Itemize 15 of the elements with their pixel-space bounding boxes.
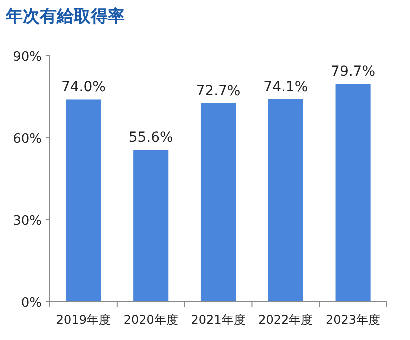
- y-tick-label: 30%: [13, 214, 42, 229]
- x-tick-label: 2019年度: [56, 313, 111, 327]
- data-label: 74.1%: [264, 79, 308, 96]
- title: 年次有給取得率: [6, 7, 125, 27]
- data-label: 79.7%: [331, 64, 376, 80]
- y-tick-label: 90%: [13, 50, 42, 65]
- x-tick-label: 2021年度: [191, 313, 246, 327]
- y-tick-label: 0%: [21, 296, 42, 311]
- data-label: 74.0%: [61, 80, 106, 96]
- x-tick-label: 2020年度: [124, 313, 178, 327]
- y-tick-label: 60%: [13, 132, 42, 147]
- data-label: 72.7%: [196, 83, 241, 100]
- x-tick-label: 2022年度: [258, 313, 314, 327]
- x-tick-label: 2023年度: [326, 313, 381, 327]
- data-label: 55.6%: [128, 130, 174, 146]
